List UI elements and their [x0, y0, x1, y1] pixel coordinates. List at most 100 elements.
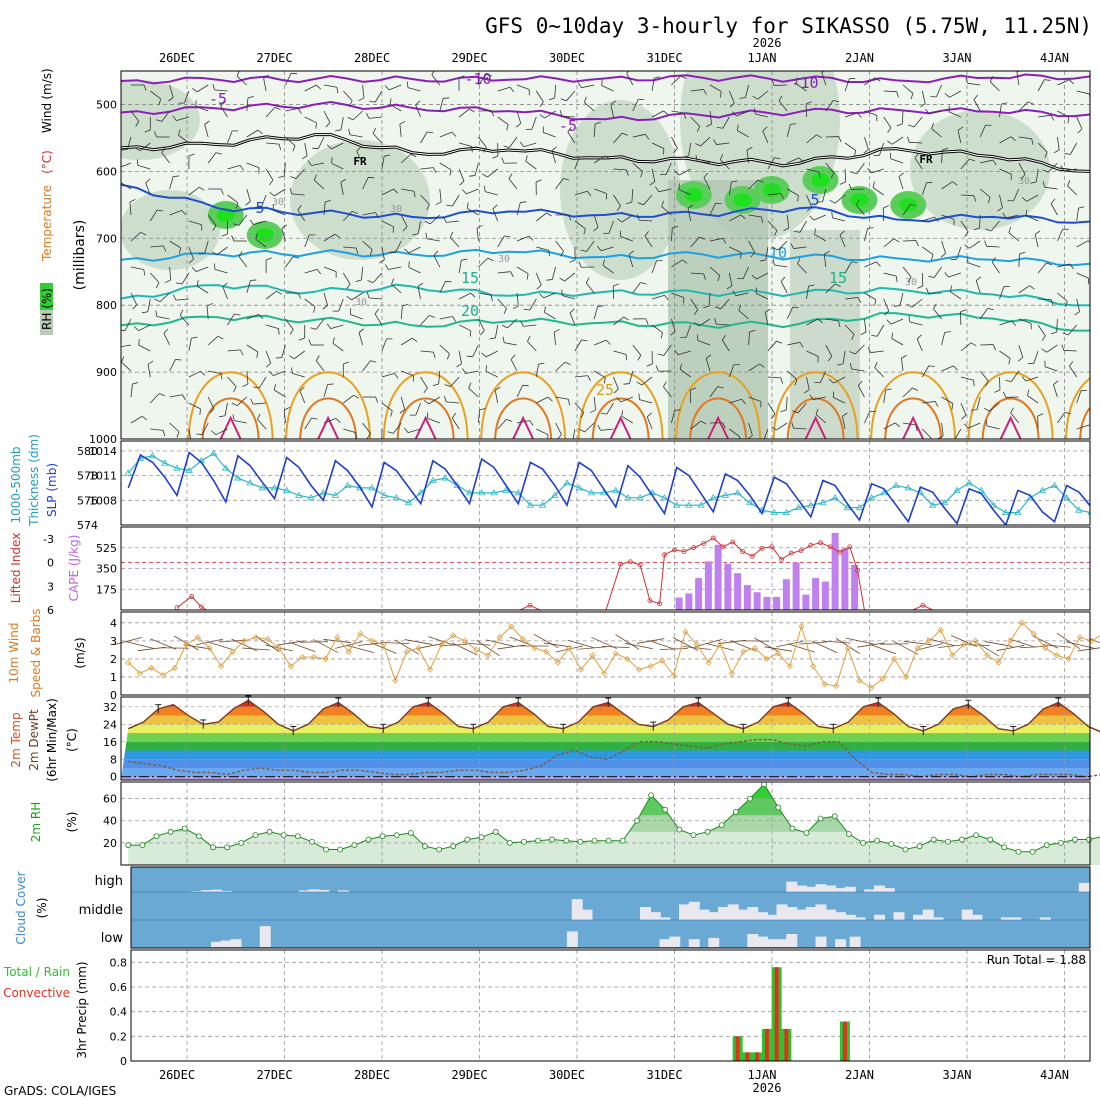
wind-barb [554, 84, 556, 98]
wind-barb-flag [544, 306, 546, 313]
date-label-bottom: 1JAN [748, 1068, 777, 1082]
wind-barb [688, 142, 692, 156]
wind-barb-flag [703, 89, 707, 95]
wind-barb [458, 168, 465, 182]
wind-barb [401, 370, 414, 377]
wind-barb [600, 246, 614, 252]
wind10m-speed-point [287, 663, 294, 670]
wind-barb [806, 376, 810, 390]
wind-barb [979, 370, 989, 382]
wind-barb [593, 214, 599, 228]
wind-barb [163, 333, 170, 346]
wind-barb [485, 370, 498, 378]
wind-barb [188, 428, 192, 439]
wind-barb-flag [901, 354, 907, 359]
wind10m-speed-point [403, 648, 410, 655]
date-label-bottom: 26DEC [159, 1068, 195, 1082]
wind-barb [767, 193, 781, 196]
wind-barb [728, 364, 735, 378]
wind-barb-flag [910, 93, 914, 100]
wind10m-speed-point [577, 666, 584, 673]
wind-barb-flag [729, 102, 735, 108]
wind-barb [967, 82, 981, 86]
wind-barb-flag [291, 367, 293, 374]
wind-barb-flag [1017, 357, 1024, 362]
cloud-middle-bar [718, 907, 729, 920]
wind10m-speed-point [601, 670, 608, 677]
wind-barb-flag [471, 146, 473, 153]
wind-barb [786, 370, 798, 380]
rh2m-line [128, 783, 1100, 853]
wind-barb [536, 246, 549, 251]
temp-ytick-label: 24 [103, 718, 117, 731]
wind-barb-flag [717, 275, 721, 282]
wind-barb-flag [263, 74, 269, 79]
precip-ytick-label: 0.2 [110, 1030, 128, 1043]
wind-barb [999, 168, 1012, 175]
wind-barb [990, 81, 1000, 92]
wind-barb-flag [221, 233, 228, 237]
wind-barb-flag [1008, 226, 1012, 233]
wind-barb-flag [915, 424, 918, 431]
wind-barb-flag [693, 309, 699, 316]
wind-barb-flag [1011, 320, 1016, 326]
temp-ytick-label: 8 [110, 753, 117, 766]
wind-barb [420, 350, 434, 353]
wind-barb [446, 401, 460, 404]
wind10m-speed-point [1030, 630, 1037, 637]
wind-barb-flag [433, 167, 437, 174]
thickness-point [709, 494, 717, 501]
wind-barb [178, 134, 190, 144]
wind-barb [516, 202, 521, 216]
wind-barb-flag [548, 97, 555, 101]
wind-barb [721, 339, 730, 352]
wind-barb-flag [433, 352, 436, 359]
wind-barb [208, 370, 222, 374]
wind-barb [393, 422, 402, 434]
wind-barb [989, 402, 1000, 412]
rh-shade-60 [121, 190, 220, 270]
wind-barb [130, 232, 141, 242]
wind-barb [467, 207, 479, 216]
wind-barb-flag [925, 108, 930, 115]
thickness-point [612, 486, 620, 493]
wind-barb-flag [805, 101, 812, 105]
wind-barb-flag [876, 261, 881, 267]
wind-barb-flag [809, 215, 815, 221]
wind-barb [687, 208, 692, 222]
wind-barb [602, 265, 614, 274]
wind-barb-flag [1060, 165, 1065, 172]
wind-barb [222, 286, 228, 300]
wind10m-speed-point [299, 654, 306, 661]
wind-barb [408, 266, 421, 274]
date-label-bottom: 28DEC [354, 1068, 390, 1082]
wind-barb-flag [989, 76, 994, 82]
wind-barb-flag [674, 349, 679, 356]
wind-barb [478, 136, 487, 148]
year-label-bottom: 2026 [753, 1081, 782, 1095]
wind-barb-flag [1068, 79, 1074, 85]
wind-barb-flag [640, 171, 643, 178]
temp-ytick-label: 0 [110, 771, 117, 784]
rh2m-point [436, 846, 443, 853]
wind-barb-flag [379, 259, 385, 264]
wind-barb [400, 306, 403, 320]
wind-barb [340, 182, 344, 196]
wind-barb-flag [716, 126, 723, 129]
rh2m-point [930, 836, 937, 843]
wind-barb-flag [834, 283, 841, 287]
wind-barb-flag [423, 399, 430, 405]
wind-barb-flag [490, 295, 493, 302]
thickness-point [124, 469, 132, 476]
wind-barb-flag [459, 180, 465, 186]
wind10m-speed-point [554, 659, 561, 666]
wind-barb-flag [706, 123, 712, 128]
wind-barb-flag [546, 212, 552, 217]
cloud-middle-bar [893, 912, 905, 920]
wind-barb-flag [138, 339, 140, 346]
wind-barb-flag [144, 129, 151, 133]
rh2m-point [224, 844, 231, 851]
wind-barb [979, 214, 981, 229]
wind-barb [478, 292, 492, 296]
wind-barb [902, 422, 916, 426]
